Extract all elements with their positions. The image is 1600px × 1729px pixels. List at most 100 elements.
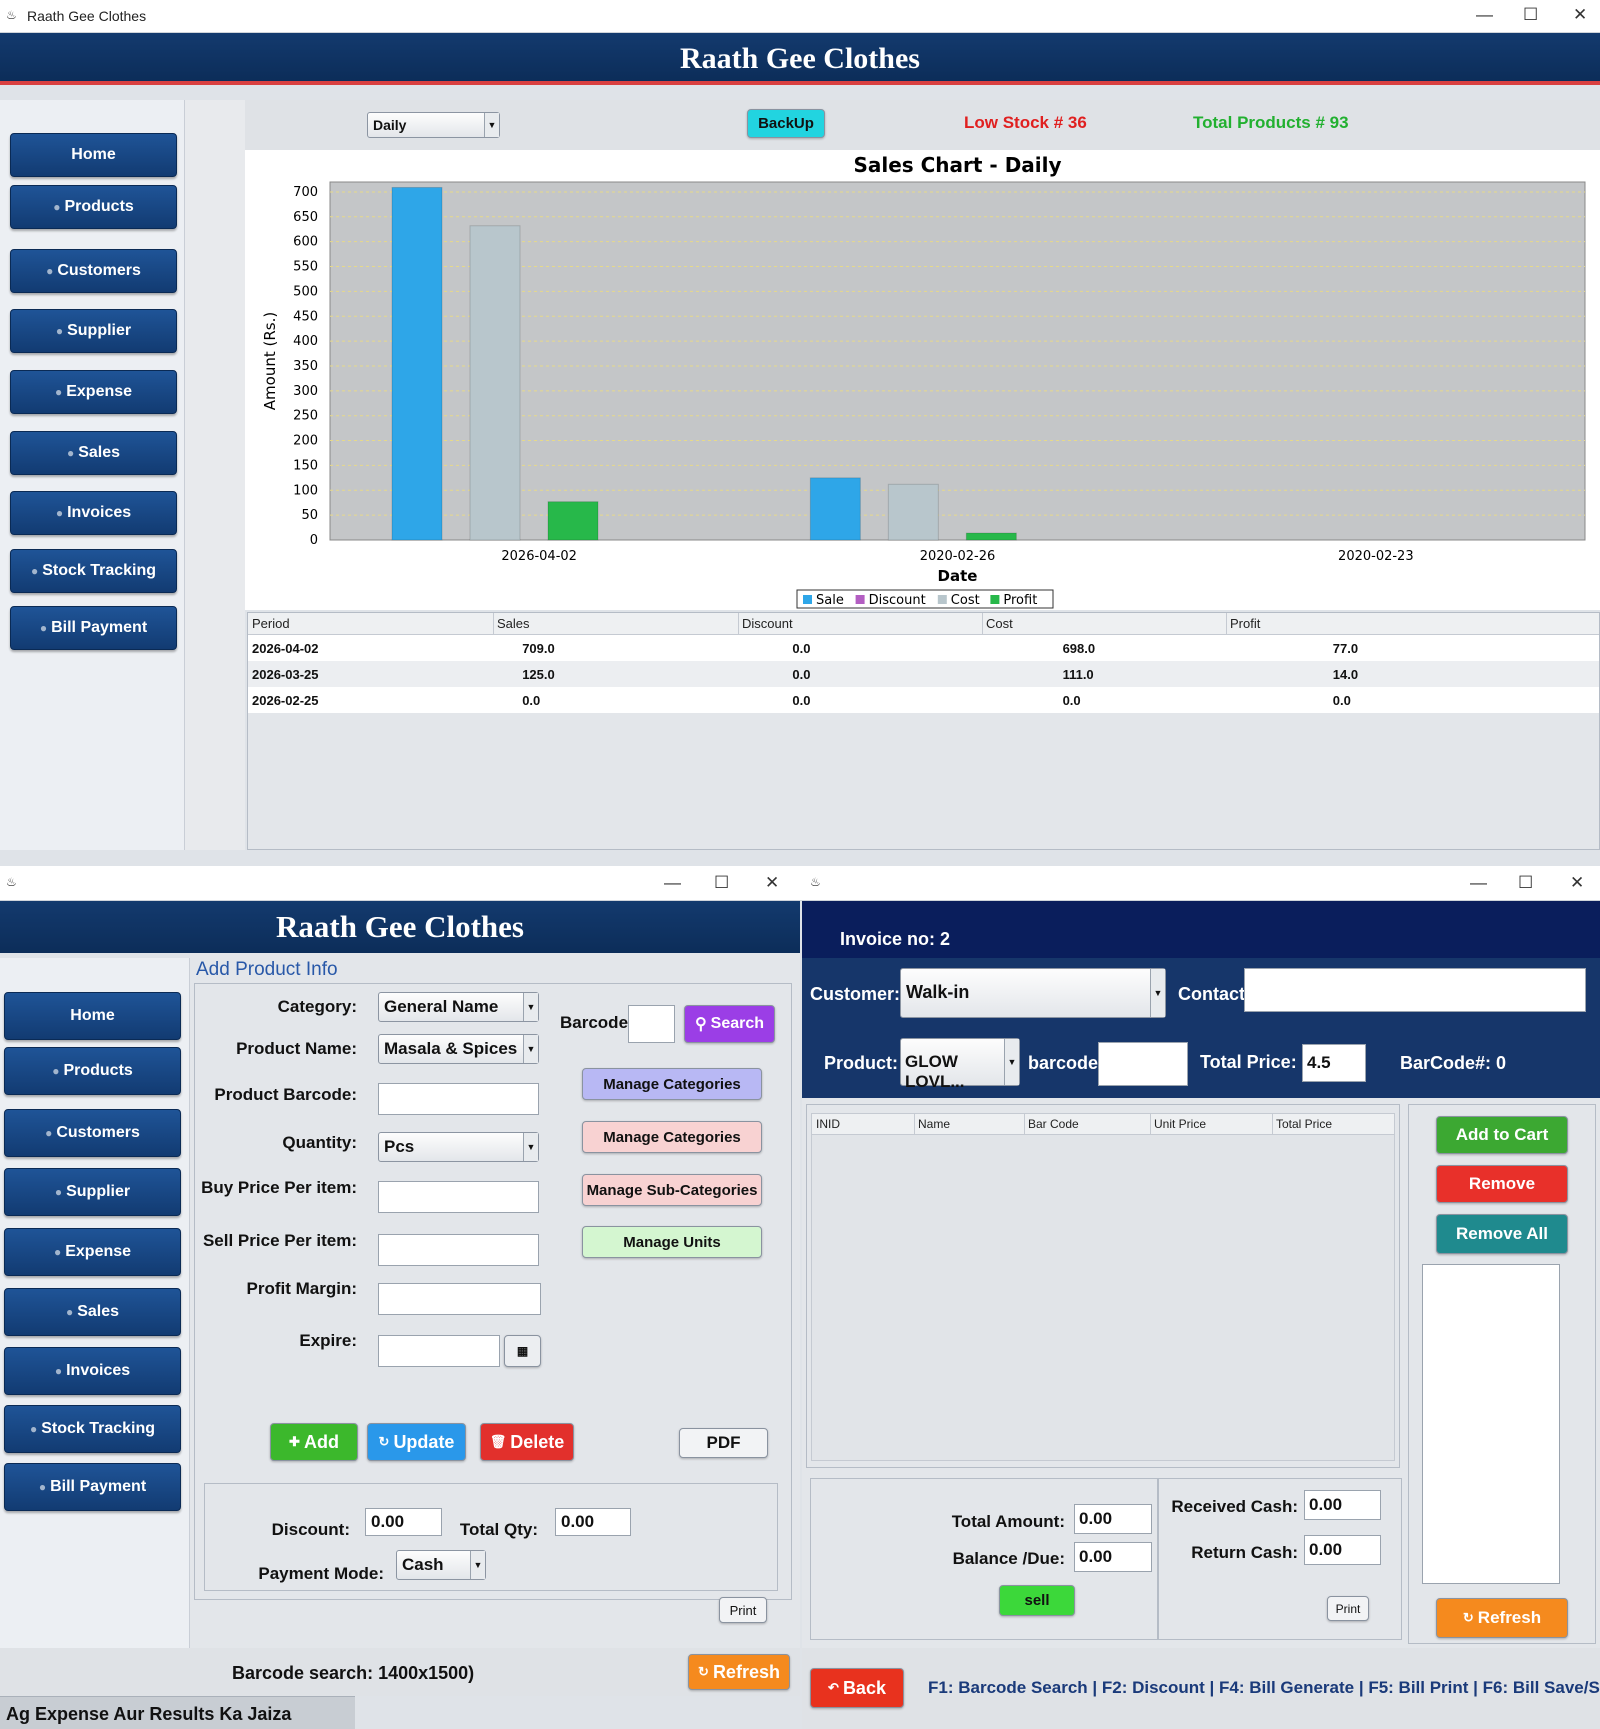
discount-input[interactable]: 0.00 bbox=[365, 1508, 442, 1536]
nav-expense-button[interactable]: ● Expense bbox=[4, 1228, 181, 1276]
nav-item-icon: ● bbox=[38, 1480, 47, 1494]
customer-select[interactable]: Walk-in ▼ bbox=[900, 968, 1166, 1018]
remove-button[interactable]: Remove bbox=[1436, 1165, 1568, 1203]
manage-categories-secondary-button[interactable]: Manage Categories bbox=[582, 1121, 762, 1153]
remove-all-button[interactable]: Remove All bbox=[1436, 1214, 1568, 1254]
minimize-icon[interactable]: — bbox=[1470, 873, 1487, 892]
java-app-icon: ♨ bbox=[6, 875, 17, 889]
invoice-refresh-button[interactable]: ↻ Refresh bbox=[1436, 1598, 1568, 1638]
period-select[interactable]: Daily ▼ bbox=[367, 112, 500, 138]
product-barcode-label: Product Barcode: bbox=[214, 1085, 357, 1104]
minimize-icon[interactable]: — bbox=[664, 873, 681, 892]
print-button[interactable]: Print bbox=[719, 1597, 767, 1623]
back-button[interactable]: ↶ Back bbox=[810, 1668, 904, 1708]
nav-item-label: Sales bbox=[77, 1303, 120, 1320]
nav-item-icon: ● bbox=[53, 1245, 62, 1259]
footer-status-text: Ag Expense Aur Results Ka Jaiza bbox=[6, 1704, 292, 1724]
maximize-icon[interactable]: ☐ bbox=[1518, 873, 1534, 892]
minimize-icon[interactable]: — bbox=[1476, 5, 1493, 24]
contact-input[interactable] bbox=[1244, 968, 1586, 1012]
maximize-icon[interactable]: ☐ bbox=[714, 873, 730, 892]
column-divider bbox=[982, 613, 983, 634]
nav-home-button[interactable]: Home bbox=[10, 133, 177, 177]
nav-customers-button[interactable]: ● Customers bbox=[10, 249, 177, 293]
total-price-input[interactable]: 4.5 bbox=[1302, 1044, 1366, 1082]
nav-item-icon: ● bbox=[65, 1305, 74, 1319]
manage-categories-button[interactable]: Manage Categories bbox=[582, 1068, 762, 1100]
nav-sales-button[interactable]: ● Sales bbox=[4, 1288, 181, 1336]
nav-supplier-button[interactable]: ● Supplier bbox=[4, 1168, 181, 1216]
table-cell: 2026-04-02 bbox=[252, 640, 319, 656]
add-button[interactable]: ✚ Add bbox=[270, 1423, 358, 1461]
invoice-print-button[interactable]: Print bbox=[1327, 1596, 1369, 1621]
refresh-button[interactable]: ↻ Refresh bbox=[688, 1654, 790, 1690]
nav-home-button[interactable]: Home bbox=[4, 992, 181, 1040]
total-amount-input[interactable]: 0.00 bbox=[1074, 1504, 1152, 1534]
product-select[interactable]: GLOW LOVL... ▼ bbox=[900, 1038, 1020, 1091]
nav-bill-payment-button[interactable]: ● Bill Payment bbox=[10, 606, 177, 650]
return-cash-input[interactable]: 0.00 bbox=[1304, 1535, 1381, 1565]
buy-price-input[interactable] bbox=[378, 1181, 539, 1213]
add-to-cart-button[interactable]: Add to Cart bbox=[1436, 1116, 1568, 1154]
table-row[interactable]: 2026-03-25 125.0 0.0 111.0 14.0 bbox=[248, 661, 1599, 687]
payment-mode-select[interactable]: Cash ▼ bbox=[396, 1550, 486, 1580]
table-row[interactable]: 2026-02-25 0.0 0.0 0.0 0.0 bbox=[248, 687, 1599, 713]
sell-button[interactable]: sell bbox=[999, 1585, 1075, 1616]
legend-entry: Discount bbox=[869, 593, 926, 608]
nav-products-button[interactable]: ● Products bbox=[4, 1047, 181, 1095]
quantity-select[interactable]: Pcs ▼ bbox=[378, 1132, 539, 1162]
nav-supplier-button[interactable]: ● Supplier bbox=[10, 309, 177, 353]
received-cash-input[interactable]: 0.00 bbox=[1304, 1490, 1381, 1520]
expire-label: Expire: bbox=[299, 1331, 357, 1350]
manage-sub-categories-button[interactable]: Manage Sub-Categories bbox=[582, 1174, 762, 1206]
y-tick-label: 250 bbox=[293, 409, 318, 424]
y-tick-label: 300 bbox=[293, 384, 318, 399]
y-tick-label: 450 bbox=[293, 309, 318, 324]
nav-stock-tracking-button[interactable]: ● Stock Tracking bbox=[10, 549, 177, 593]
nav-invoices-button[interactable]: ● Invoices bbox=[4, 1347, 181, 1395]
close-icon[interactable]: ✕ bbox=[1570, 873, 1585, 892]
nav-customers-button[interactable]: ● Customers bbox=[4, 1109, 181, 1157]
manage-units-button[interactable]: Manage Units bbox=[582, 1226, 762, 1258]
product-barcode-input[interactable] bbox=[378, 1083, 539, 1115]
barcode-input[interactable] bbox=[628, 1005, 675, 1043]
sales-table-header: Period Sales Discount Cost Profit bbox=[248, 613, 1599, 635]
legend-swatch bbox=[803, 595, 812, 604]
pdf-button[interactable]: PDF bbox=[679, 1428, 768, 1458]
nav-sales-button[interactable]: ● Sales bbox=[10, 431, 177, 475]
shortcut-hints: F1: Barcode Search | F2: Discount | F4: … bbox=[928, 1678, 1600, 1697]
nav-item-icon: ● bbox=[54, 1364, 63, 1378]
delete-button[interactable]: 🗑 Delete bbox=[480, 1423, 574, 1461]
bar-profit bbox=[547, 501, 599, 541]
y-tick-label: 150 bbox=[293, 458, 318, 473]
nav-invoices-button[interactable]: ● Invoices bbox=[10, 491, 177, 535]
column-divider bbox=[914, 1114, 915, 1134]
nav-item-label: Products bbox=[64, 198, 134, 215]
receipt-preview bbox=[1422, 1264, 1560, 1584]
search-button[interactable]: ⚲ Search bbox=[684, 1005, 775, 1043]
backup-button[interactable]: BackUp bbox=[747, 109, 825, 138]
nav-expense-button[interactable]: ● Expense bbox=[10, 370, 177, 414]
product-label: Product: bbox=[824, 1053, 898, 1073]
category-select[interactable]: General Name ▼ bbox=[378, 992, 539, 1022]
nav-bill-payment-button[interactable]: ● Bill Payment bbox=[4, 1463, 181, 1511]
sales-chart: Sales Chart - Daily 0 50 100 150 200 250 300 350… bbox=[261, 153, 1586, 609]
nav-products-button[interactable]: ● Products bbox=[10, 185, 177, 229]
close-icon[interactable]: ✕ bbox=[1573, 5, 1588, 24]
update-button[interactable]: ↻ Update bbox=[367, 1423, 466, 1461]
invoice-title-bar: ♨ — ☐ ✕ bbox=[800, 866, 1600, 901]
nav-stock-tracking-button[interactable]: ● Stock Tracking bbox=[4, 1405, 181, 1453]
expire-input[interactable] bbox=[378, 1335, 500, 1367]
balance-due-input[interactable]: 0.00 bbox=[1074, 1542, 1152, 1572]
total-qty-input[interactable]: 0.00 bbox=[555, 1508, 631, 1536]
profit-margin-input[interactable] bbox=[378, 1283, 541, 1315]
maximize-icon[interactable]: ☐ bbox=[1523, 5, 1539, 24]
sell-price-input[interactable] bbox=[378, 1234, 539, 1266]
y-tick-label: 650 bbox=[293, 210, 318, 225]
invoice-barcode-input[interactable] bbox=[1098, 1042, 1188, 1086]
product-name-select[interactable]: Masala & Spices ▼ bbox=[378, 1034, 539, 1064]
close-icon[interactable]: ✕ bbox=[765, 873, 780, 892]
calendar-icon[interactable]: ▦ bbox=[504, 1335, 541, 1367]
payment-panel bbox=[204, 1483, 778, 1591]
table-row[interactable]: 2026-04-02 709.0 0.0 698.0 77.0 bbox=[248, 635, 1599, 661]
